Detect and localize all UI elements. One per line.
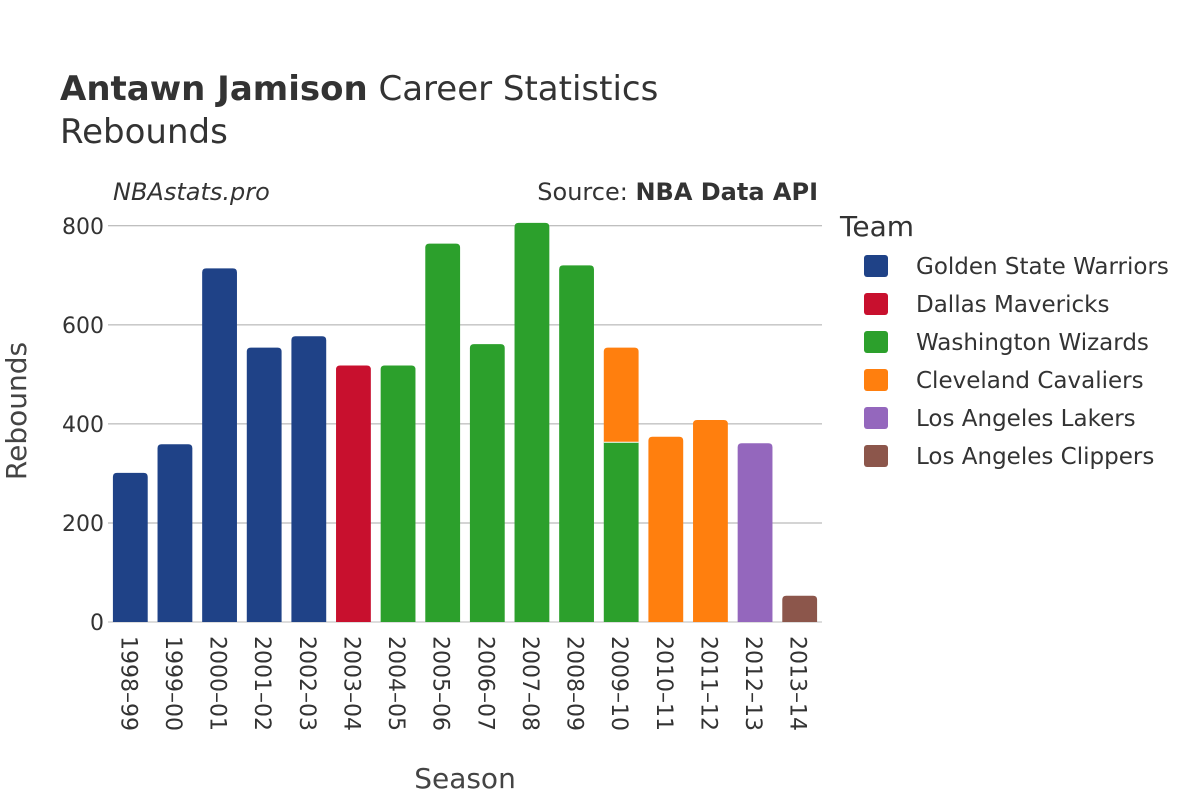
x-tick-1999–00: 1999–00 bbox=[160, 636, 185, 731]
bar-2005–06-washington-wizards bbox=[425, 243, 461, 622]
bars bbox=[112, 222, 818, 623]
watermark: NBAstats.pro bbox=[113, 178, 270, 206]
legend-swatch-los-angeles-clippers bbox=[864, 445, 888, 467]
legend-label-golden-state-warriors: Golden State Warriors bbox=[916, 254, 1169, 280]
x-tick-2006–07: 2006–07 bbox=[472, 636, 497, 731]
bar-2009–10-washington-wizards bbox=[603, 442, 639, 622]
bar-2013–14-los-angeles-clippers bbox=[782, 595, 818, 622]
x-tick-2007–08: 2007–08 bbox=[517, 636, 542, 731]
bar-1999–00-golden-state-warriors bbox=[157, 444, 193, 622]
bar-2004–05-washington-wizards bbox=[380, 365, 416, 622]
legend-label-washington-wizards: Washington Wizards bbox=[916, 330, 1149, 356]
bar-2011–12-cleveland-cavaliers bbox=[693, 419, 728, 622]
legend-label-los-angeles-clippers: Los Angeles Clippers bbox=[916, 444, 1154, 470]
legend: Golden State Warriors Dallas Mavericks Was… bbox=[864, 254, 1169, 470]
source-name: NBA Data API bbox=[635, 178, 818, 206]
x-tick-2001–02: 2001–02 bbox=[249, 636, 274, 731]
legend-swatch-dallas-mavericks bbox=[864, 293, 888, 315]
x-tick-2009–10: 2009–10 bbox=[606, 636, 631, 731]
chart-title-player: Antawn Jamison bbox=[60, 69, 368, 109]
bar-2009–10-cleveland-cavaliers bbox=[603, 347, 639, 443]
x-tick-2012–13: 2012–13 bbox=[740, 636, 765, 731]
source-label: Source: NBA Data API bbox=[537, 178, 818, 206]
x-tick-2002–03: 2002–03 bbox=[294, 636, 319, 731]
x-axis-title: Season bbox=[414, 762, 516, 795]
bar-2007–08-washington-wizards bbox=[514, 222, 550, 623]
bar-2010–11-cleveland-cavaliers bbox=[648, 436, 684, 622]
y-axis-title: Rebounds bbox=[0, 342, 33, 480]
legend-label-los-angeles-lakers: Los Angeles Lakers bbox=[916, 406, 1136, 432]
x-tick-2000–01: 2000–01 bbox=[205, 636, 230, 731]
bar-2001–02-golden-state-warriors bbox=[246, 347, 282, 622]
bar-2003–04-dallas-mavericks bbox=[336, 365, 371, 622]
x-tick-2011–12: 2011–12 bbox=[695, 636, 720, 731]
bar-2006–07-washington-wizards bbox=[469, 344, 505, 622]
chart-title-rest: Career Statistics bbox=[368, 69, 659, 109]
x-tick-2013–14: 2013–14 bbox=[785, 636, 810, 731]
bar-2002–03-golden-state-warriors bbox=[291, 336, 327, 622]
y-tick-400: 400 bbox=[62, 413, 104, 438]
bar-1998–99-golden-state-warriors bbox=[112, 472, 148, 622]
legend-swatch-los-angeles-lakers bbox=[864, 407, 888, 429]
legend-swatch-washington-wizards bbox=[864, 331, 888, 353]
y-axis-ticks: 0 200 400 600 800 bbox=[62, 215, 104, 636]
legend-label-cleveland-cavaliers: Cleveland Cavaliers bbox=[916, 368, 1144, 394]
x-tick-2008–09: 2008–09 bbox=[562, 636, 587, 731]
source-prefix: Source: bbox=[537, 178, 635, 206]
bar-2008–09-washington-wizards bbox=[559, 265, 594, 622]
x-tick-2010–11: 2010–11 bbox=[651, 636, 676, 731]
x-tick-2004–05: 2004–05 bbox=[383, 636, 408, 731]
x-tick-2005–06: 2005–06 bbox=[428, 636, 453, 731]
y-tick-800: 800 bbox=[62, 215, 104, 240]
bar-2012–13-los-angeles-lakers bbox=[737, 443, 773, 622]
chart-subtitle: Rebounds bbox=[60, 112, 228, 152]
y-tick-0: 0 bbox=[90, 611, 104, 636]
bar-2000–01-golden-state-warriors bbox=[202, 268, 237, 622]
y-tick-600: 600 bbox=[62, 314, 104, 339]
legend-title: Team bbox=[839, 210, 914, 243]
x-tick-1998–99: 1998–99 bbox=[115, 636, 140, 731]
legend-swatch-golden-state-warriors bbox=[864, 255, 888, 277]
x-axis-ticks: 1998–99 1999–00 2000–01 2001–02 2002–03 2003–… bbox=[115, 636, 809, 731]
x-tick-2003–04: 2003–04 bbox=[338, 636, 363, 731]
legend-swatch-cleveland-cavaliers bbox=[864, 369, 888, 391]
y-tick-200: 200 bbox=[62, 512, 104, 537]
legend-label-dallas-mavericks: Dallas Mavericks bbox=[916, 292, 1109, 318]
chart-title: Antawn Jamison Career Statistics bbox=[60, 69, 658, 109]
